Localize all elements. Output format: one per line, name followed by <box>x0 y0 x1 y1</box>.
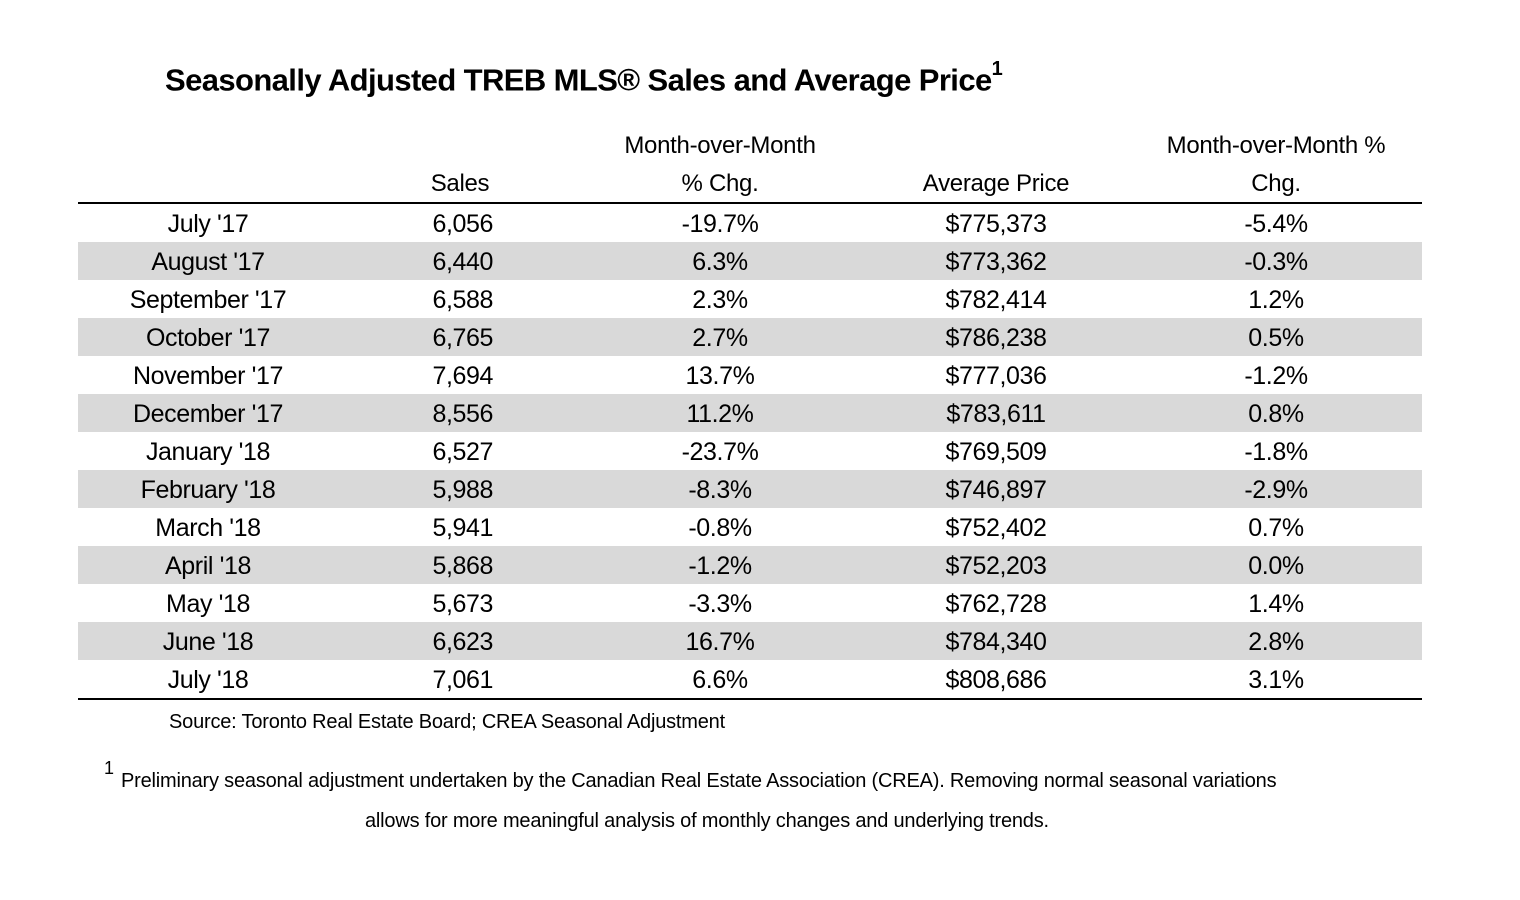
cell-avg-price: $784,340 <box>945 628 1047 656</box>
header-sales: Sales <box>430 170 490 197</box>
cell-avg-price: $783,611 <box>946 400 1046 428</box>
table-row: May '18 5,673 -3.3% $762,728 1.4% <box>78 584 1422 622</box>
cell-sales-chg: -1.2% <box>688 552 752 580</box>
cell-month: January '18 <box>145 438 271 466</box>
cell-month: July '17 <box>167 210 249 238</box>
cell-price-chg: -5.4% <box>1244 210 1308 238</box>
cell-month: May '18 <box>166 590 250 618</box>
cell-sales-chg: 6.3% <box>692 248 748 276</box>
cell-sales-chg: -3.3% <box>688 590 752 618</box>
cell-price-chg: -1.2% <box>1244 362 1308 390</box>
sales-table: July '17 6,056 -19.7% $775,373 -5.4% August '… <box>78 202 1422 700</box>
cell-price-chg: 2.8% <box>1248 628 1304 656</box>
table-row: December '17 8,556 11.2% $783,611 0.8% <box>78 394 1422 432</box>
title-footnote-mark: 1 <box>991 58 1003 80</box>
table-row: October '17 6,765 2.7% $786,238 0.5% <box>78 318 1422 356</box>
cell-sales: 6,440 <box>432 248 493 276</box>
cell-avg-price: $773,362 <box>945 248 1047 276</box>
header-mom-line1: Month-over-Month <box>624 132 816 159</box>
cell-sales-chg: -19.7% <box>681 210 759 238</box>
table-row: January '18 6,527 -23.7% $769,509 -1.8% <box>78 432 1422 470</box>
cell-month: November '17 <box>132 362 284 390</box>
cell-avg-price: $808,686 <box>945 666 1047 694</box>
cell-sales-chg: 13.7% <box>685 362 755 390</box>
table-row: March '18 5,941 -0.8% $752,402 0.7% <box>78 508 1422 546</box>
table-row: July '17 6,056 -19.7% $775,373 -5.4% <box>78 204 1422 242</box>
cell-price-chg: -0.3% <box>1244 248 1308 276</box>
cell-avg-price: $782,414 <box>945 286 1047 314</box>
cell-price-chg: 1.2% <box>1248 286 1304 314</box>
footnote-line2: allows for more meaningful analysis of m… <box>365 810 1049 832</box>
cell-price-chg: -2.9% <box>1244 476 1308 504</box>
cell-sales-chg: 2.3% <box>692 286 748 314</box>
table-row: November '17 7,694 13.7% $777,036 -1.2% <box>78 356 1422 394</box>
cell-sales-chg: 2.7% <box>692 324 748 352</box>
table-row: July '18 7,061 6.6% $808,686 3.1% <box>78 660 1422 698</box>
cell-sales: 6,765 <box>432 324 493 352</box>
cell-price-chg: 3.1% <box>1248 666 1304 694</box>
table-row: April '18 5,868 -1.2% $752,203 0.0% <box>78 546 1422 584</box>
cell-sales: 6,623 <box>432 628 493 656</box>
cell-sales-chg: -23.7% <box>681 438 759 466</box>
cell-sales: 7,694 <box>432 362 493 390</box>
cell-month: August '17 <box>151 248 265 276</box>
cell-month: December '17 <box>132 400 284 428</box>
cell-month: October '17 <box>145 324 271 352</box>
cell-month: March '18 <box>155 514 261 542</box>
cell-price-chg: -1.8% <box>1244 438 1308 466</box>
cell-sales: 8,556 <box>432 400 493 428</box>
cell-price-chg: 0.5% <box>1248 324 1304 352</box>
cell-price-chg: 0.0% <box>1248 552 1304 580</box>
header-avg-price: Average Price <box>922 170 1070 197</box>
cell-sales: 6,588 <box>432 286 493 314</box>
cell-avg-price: $746,897 <box>945 476 1047 504</box>
cell-sales-chg: -8.3% <box>688 476 752 504</box>
source-note: Source: Toronto Real Estate Board; CREA … <box>169 711 725 733</box>
cell-sales-chg: 6.6% <box>692 666 748 694</box>
footnote-line1: Preliminary seasonal adjustment undertak… <box>121 770 1277 792</box>
cell-avg-price: $752,402 <box>945 514 1047 542</box>
cell-sales: 5,941 <box>432 514 493 542</box>
cell-sales: 5,868 <box>432 552 493 580</box>
cell-sales-chg: 11.2% <box>686 400 754 428</box>
cell-month: September '17 <box>129 286 287 314</box>
cell-month: July '18 <box>167 666 249 694</box>
cell-price-chg: 0.7% <box>1248 514 1304 542</box>
header-mom-line2: % Chg. <box>681 170 759 197</box>
cell-sales: 6,527 <box>432 438 493 466</box>
cell-avg-price: $786,238 <box>945 324 1047 352</box>
cell-sales: 7,061 <box>432 666 493 694</box>
cell-avg-price: $752,203 <box>945 552 1047 580</box>
table-row: August '17 6,440 6.3% $773,362 -0.3% <box>78 242 1422 280</box>
table-row: September '17 6,588 2.3% $782,414 1.2% <box>78 280 1422 318</box>
header-mom-price-line2: Chg. <box>1251 170 1301 197</box>
cell-sales-chg: 16.7% <box>685 628 755 656</box>
cell-sales: 5,988 <box>432 476 493 504</box>
cell-sales-chg: -0.8% <box>688 514 752 542</box>
cell-sales: 5,673 <box>432 590 493 618</box>
cell-avg-price: $775,373 <box>945 210 1047 238</box>
title-text: Seasonally Adjusted TREB MLS® Sales and … <box>165 62 992 98</box>
cell-avg-price: $769,509 <box>945 438 1047 466</box>
cell-month: February '18 <box>140 476 276 504</box>
cell-avg-price: $777,036 <box>945 362 1047 390</box>
cell-month: April '18 <box>165 552 251 580</box>
cell-price-chg: 0.8% <box>1248 400 1304 428</box>
footnote-mark: 1 <box>104 758 115 778</box>
cell-sales: 6,056 <box>432 210 493 238</box>
table-row: February '18 5,988 -8.3% $746,897 -2.9% <box>78 470 1422 508</box>
cell-month: June '18 <box>162 628 254 656</box>
table-row: June '18 6,623 16.7% $784,340 2.8% <box>78 622 1422 660</box>
header-mom-price-line1: Month-over-Month % <box>1166 132 1386 159</box>
page-title: Seasonally Adjusted TREB MLS® Sales and … <box>165 58 1003 98</box>
cell-avg-price: $762,728 <box>945 590 1047 618</box>
cell-price-chg: 1.4% <box>1248 590 1304 618</box>
